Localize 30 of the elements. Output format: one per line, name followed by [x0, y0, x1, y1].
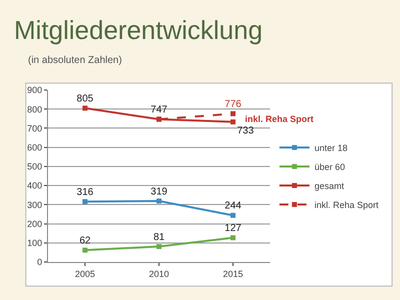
y-tick-label: 500 — [27, 162, 42, 172]
annotation: inkl. Reha Sport — [245, 114, 314, 124]
x-tick-label: 2015 — [222, 268, 244, 279]
data-label: 244 — [224, 200, 242, 212]
chart-title: Mitgliederentwicklung — [14, 15, 263, 46]
y-tick-label: 400 — [27, 180, 42, 191]
data-label: 747 — [150, 104, 168, 116]
data-label: 805 — [76, 94, 94, 105]
chart-subtitle: (in absoluten Zahlen) — [28, 55, 122, 66]
data-label: 127 — [224, 223, 242, 234]
data-label: 62 — [79, 236, 91, 247]
legend-label: über 60 — [314, 162, 345, 172]
legend-label: unter 18 — [314, 143, 348, 154]
y-tick-label: 100 — [27, 238, 42, 248]
y-tick-label: 300 — [27, 200, 42, 210]
x-tick-label: 2010 — [148, 268, 170, 279]
data-label: 733 — [237, 126, 254, 137]
y-tick-label: 800 — [27, 104, 42, 114]
y-tick-label: 700 — [27, 123, 42, 134]
data-label: 776 — [224, 99, 242, 110]
legend-label: gesamt — [314, 181, 344, 192]
data-label: 81 — [153, 232, 165, 243]
data-label: 316 — [76, 186, 94, 198]
y-tick-label: 900 — [27, 85, 42, 96]
y-tick-label: 0 — [37, 257, 42, 268]
y-tick-label: 600 — [27, 142, 42, 152]
y-tick-label: 200 — [27, 218, 42, 229]
data-label: 319 — [150, 186, 168, 198]
legend-label: inkl. Reha Sport — [314, 200, 379, 210]
x-tick-label: 2005 — [74, 268, 96, 279]
